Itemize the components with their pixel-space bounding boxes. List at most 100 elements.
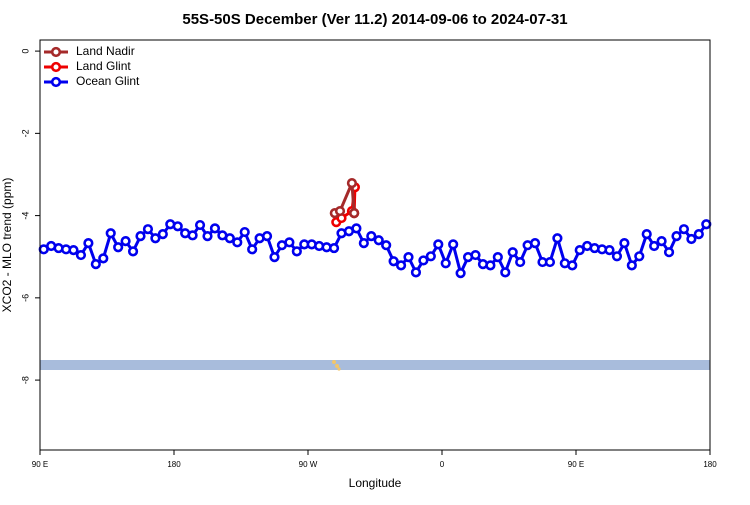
data-point	[492, 252, 503, 263]
data-point	[663, 247, 675, 258]
data-point	[150, 233, 161, 244]
land-dot	[332, 360, 336, 364]
data-point	[202, 231, 213, 242]
data-point	[157, 229, 168, 240]
data-point	[507, 247, 518, 258]
data-point	[381, 240, 392, 251]
data-point	[351, 223, 362, 234]
data-point	[98, 253, 109, 264]
legend-label: Ocean Glint	[76, 74, 140, 88]
data-point	[425, 251, 436, 262]
x-axis-label: Longitude	[349, 476, 402, 490]
data-point	[544, 256, 556, 268]
data-point	[224, 233, 235, 244]
land-dot	[335, 364, 339, 368]
data-point	[574, 245, 585, 256]
data-point	[649, 240, 660, 252]
data-point	[328, 242, 340, 254]
data-point	[172, 221, 183, 232]
legend-label: Land Nadir	[76, 44, 135, 58]
data-point	[403, 252, 414, 263]
data-point	[529, 238, 541, 249]
data-point	[656, 235, 667, 247]
data-point	[127, 246, 139, 257]
data-point	[291, 246, 302, 257]
data-point	[440, 258, 451, 269]
data-point	[686, 233, 697, 245]
x-tick-label: 90 E	[32, 460, 48, 469]
y-tick-label: -4	[20, 212, 30, 220]
data-point	[142, 224, 154, 235]
data-point	[626, 260, 637, 271]
surface-band	[40, 360, 710, 370]
legend-label: Land Glint	[76, 59, 131, 73]
data-point	[500, 267, 511, 278]
legend-marker	[50, 46, 62, 58]
y-tick-label: -8	[20, 376, 30, 384]
data-point	[388, 256, 399, 267]
data-point	[433, 239, 444, 250]
data-point	[284, 237, 295, 248]
data-point	[349, 208, 360, 219]
data-point	[678, 224, 690, 235]
data-point	[470, 249, 481, 261]
plot-area	[38, 178, 712, 279]
data-point	[187, 230, 198, 241]
data-point	[418, 255, 429, 266]
y-tick-label: 0	[20, 49, 30, 54]
y-tick-label: -2	[20, 129, 30, 137]
data-point	[68, 245, 79, 256]
y-tick-label: -6	[20, 294, 30, 302]
data-point	[247, 244, 258, 255]
data-point	[269, 252, 280, 263]
data-point	[120, 235, 131, 247]
data-point	[619, 238, 630, 249]
data-point	[366, 231, 377, 242]
chart-title: 55S-50S December (Ver 11.2) 2014-09-06 t…	[182, 11, 567, 28]
x-tick-label: 0	[440, 460, 445, 469]
data-point	[395, 260, 407, 271]
x-tick-label: 180	[703, 460, 717, 469]
data-point	[232, 237, 243, 248]
data-point	[671, 231, 682, 242]
data-point	[410, 267, 422, 278]
data-point	[83, 238, 94, 249]
data-point	[634, 251, 645, 262]
legend-marker	[50, 76, 62, 88]
data-point	[552, 233, 563, 244]
data-point	[567, 260, 578, 271]
data-point	[75, 249, 87, 261]
land-dot	[337, 367, 341, 371]
data-point	[701, 219, 712, 230]
data-point	[346, 178, 358, 189]
legend-marker	[50, 61, 62, 73]
y-axis-label: XCO2 - MLO trend (ppm)	[0, 178, 14, 313]
data-point	[455, 268, 466, 279]
data-point	[373, 235, 384, 246]
x-tick-label: 90 E	[568, 460, 584, 469]
data-point	[641, 229, 652, 240]
data-point	[261, 231, 273, 242]
data-point	[358, 238, 369, 249]
data-point	[105, 228, 116, 239]
data-point	[209, 223, 221, 234]
data-point	[693, 229, 704, 240]
data-point	[485, 260, 496, 271]
data-point	[113, 242, 124, 253]
data-point	[611, 251, 623, 262]
data-point	[194, 219, 206, 231]
data-point	[448, 239, 459, 250]
x-tick-label: 90 W	[299, 460, 318, 469]
data-point	[334, 205, 346, 217]
x-tick-label: 180	[167, 460, 181, 469]
data-point	[515, 256, 526, 268]
data-point	[135, 231, 146, 242]
data-point	[239, 226, 250, 238]
data-point	[604, 245, 615, 256]
data-point	[90, 259, 101, 270]
plot-frame	[39, 39, 711, 451]
